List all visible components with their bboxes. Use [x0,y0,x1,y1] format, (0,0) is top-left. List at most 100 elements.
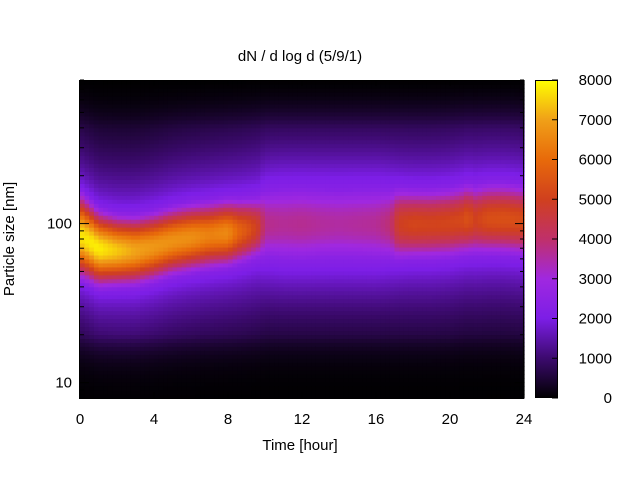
heatmap-cell [84,374,90,379]
heatmap-cell [339,338,345,343]
heatmap-cell [172,103,178,109]
heatmap-cell [177,219,183,224]
heatmap-cell [357,266,363,272]
heatmap-cell [107,262,113,268]
heatmap-cell [311,235,317,240]
heatmap-cell [269,215,275,220]
heatmap-cell [98,342,104,347]
heatmap-cell [172,159,178,165]
heatmap-cell [343,199,349,204]
heatmap-cell [274,318,280,324]
heatmap-cell [140,107,146,113]
heatmap-cell [121,394,127,399]
heatmap-cell [135,278,141,284]
heatmap-cell [357,99,363,105]
heatmap-cell [117,358,123,363]
heatmap-cell [130,290,137,296]
heatmap-cell [89,338,95,343]
heatmap-cell [172,99,178,105]
heatmap-cell [348,338,354,343]
heatmap-cell [140,167,146,173]
heatmap-cell [177,83,183,89]
heatmap-cell [311,80,317,85]
heatmap-cell [181,246,187,252]
heatmap-cell [255,274,261,280]
heatmap-cell [200,159,206,165]
heatmap-cell [237,127,243,133]
heatmap-cell [107,370,113,375]
heatmap-cell [302,298,308,304]
heatmap-cell [140,314,146,320]
heatmap-cell [93,159,100,165]
heatmap-cell [107,266,113,272]
heatmap-cell [84,262,90,268]
heatmap-cell [311,83,317,89]
heatmap-cell [320,314,326,320]
heatmap-cell [237,286,243,292]
heatmap-cell [255,155,261,161]
heatmap-cell [325,219,331,224]
heatmap-cell [334,223,340,228]
heatmap-cell [343,131,349,137]
heatmap-cell [107,115,113,121]
heatmap-cell [348,183,354,188]
heatmap-cell [283,191,289,196]
heatmap-cell [320,119,326,125]
heatmap-cell [362,211,368,216]
heatmap-cell [121,127,127,133]
heatmap-cell [121,346,127,351]
heatmap-cell [135,103,141,109]
heatmap-cell [306,294,312,300]
heatmap-cell [89,99,95,105]
heatmap-cell [195,187,201,192]
heatmap-cell [269,290,275,296]
heatmap-cell [237,131,243,137]
heatmap-cell [149,242,155,248]
heatmap-cell [265,358,271,363]
heatmap-cell [140,119,146,125]
heatmap-cell [126,163,132,169]
heatmap-cell [329,358,335,363]
heatmap-cell [126,179,132,184]
heatmap-cell [274,242,280,248]
heatmap-cell [135,127,141,133]
heatmap-cell [255,290,261,296]
heatmap-cell [135,199,141,204]
heatmap-cell [158,330,164,336]
heatmap-cell [339,151,345,157]
heatmap-cell [154,191,160,196]
heatmap-cell [84,318,90,324]
heatmap-cell [107,306,113,312]
heatmap-cell [191,282,197,288]
heatmap-cell [204,378,211,383]
heatmap-cell [107,282,113,288]
heatmap-cell [209,326,215,332]
heatmap-cell [348,219,354,224]
heatmap-cell [93,123,100,129]
heatmap-cell [274,262,280,268]
heatmap-cell [209,179,215,184]
heatmap-cell [200,171,206,176]
heatmap-cell [362,99,368,105]
heatmap-cell [204,298,211,304]
heatmap-cell [343,318,349,324]
heatmap-cell [232,207,238,212]
heatmap-cell [237,203,243,208]
heatmap-cell [339,235,345,240]
heatmap-cell [126,111,132,117]
heatmap-cell [278,326,285,332]
heatmap-cell [241,239,248,244]
heatmap-cell [191,227,197,232]
heatmap-cell [343,179,349,184]
heatmap-cell [181,191,187,196]
heatmap-cell [343,195,349,200]
heatmap-cell [158,310,164,316]
heatmap-cell [107,159,113,165]
heatmap-cell [167,143,174,149]
heatmap-cell [325,294,331,300]
heatmap-cell [315,342,322,347]
heatmap-cell [140,386,146,391]
heatmap-cell [265,290,271,296]
heatmap-cell [228,394,234,399]
heatmap-cell [366,362,372,367]
